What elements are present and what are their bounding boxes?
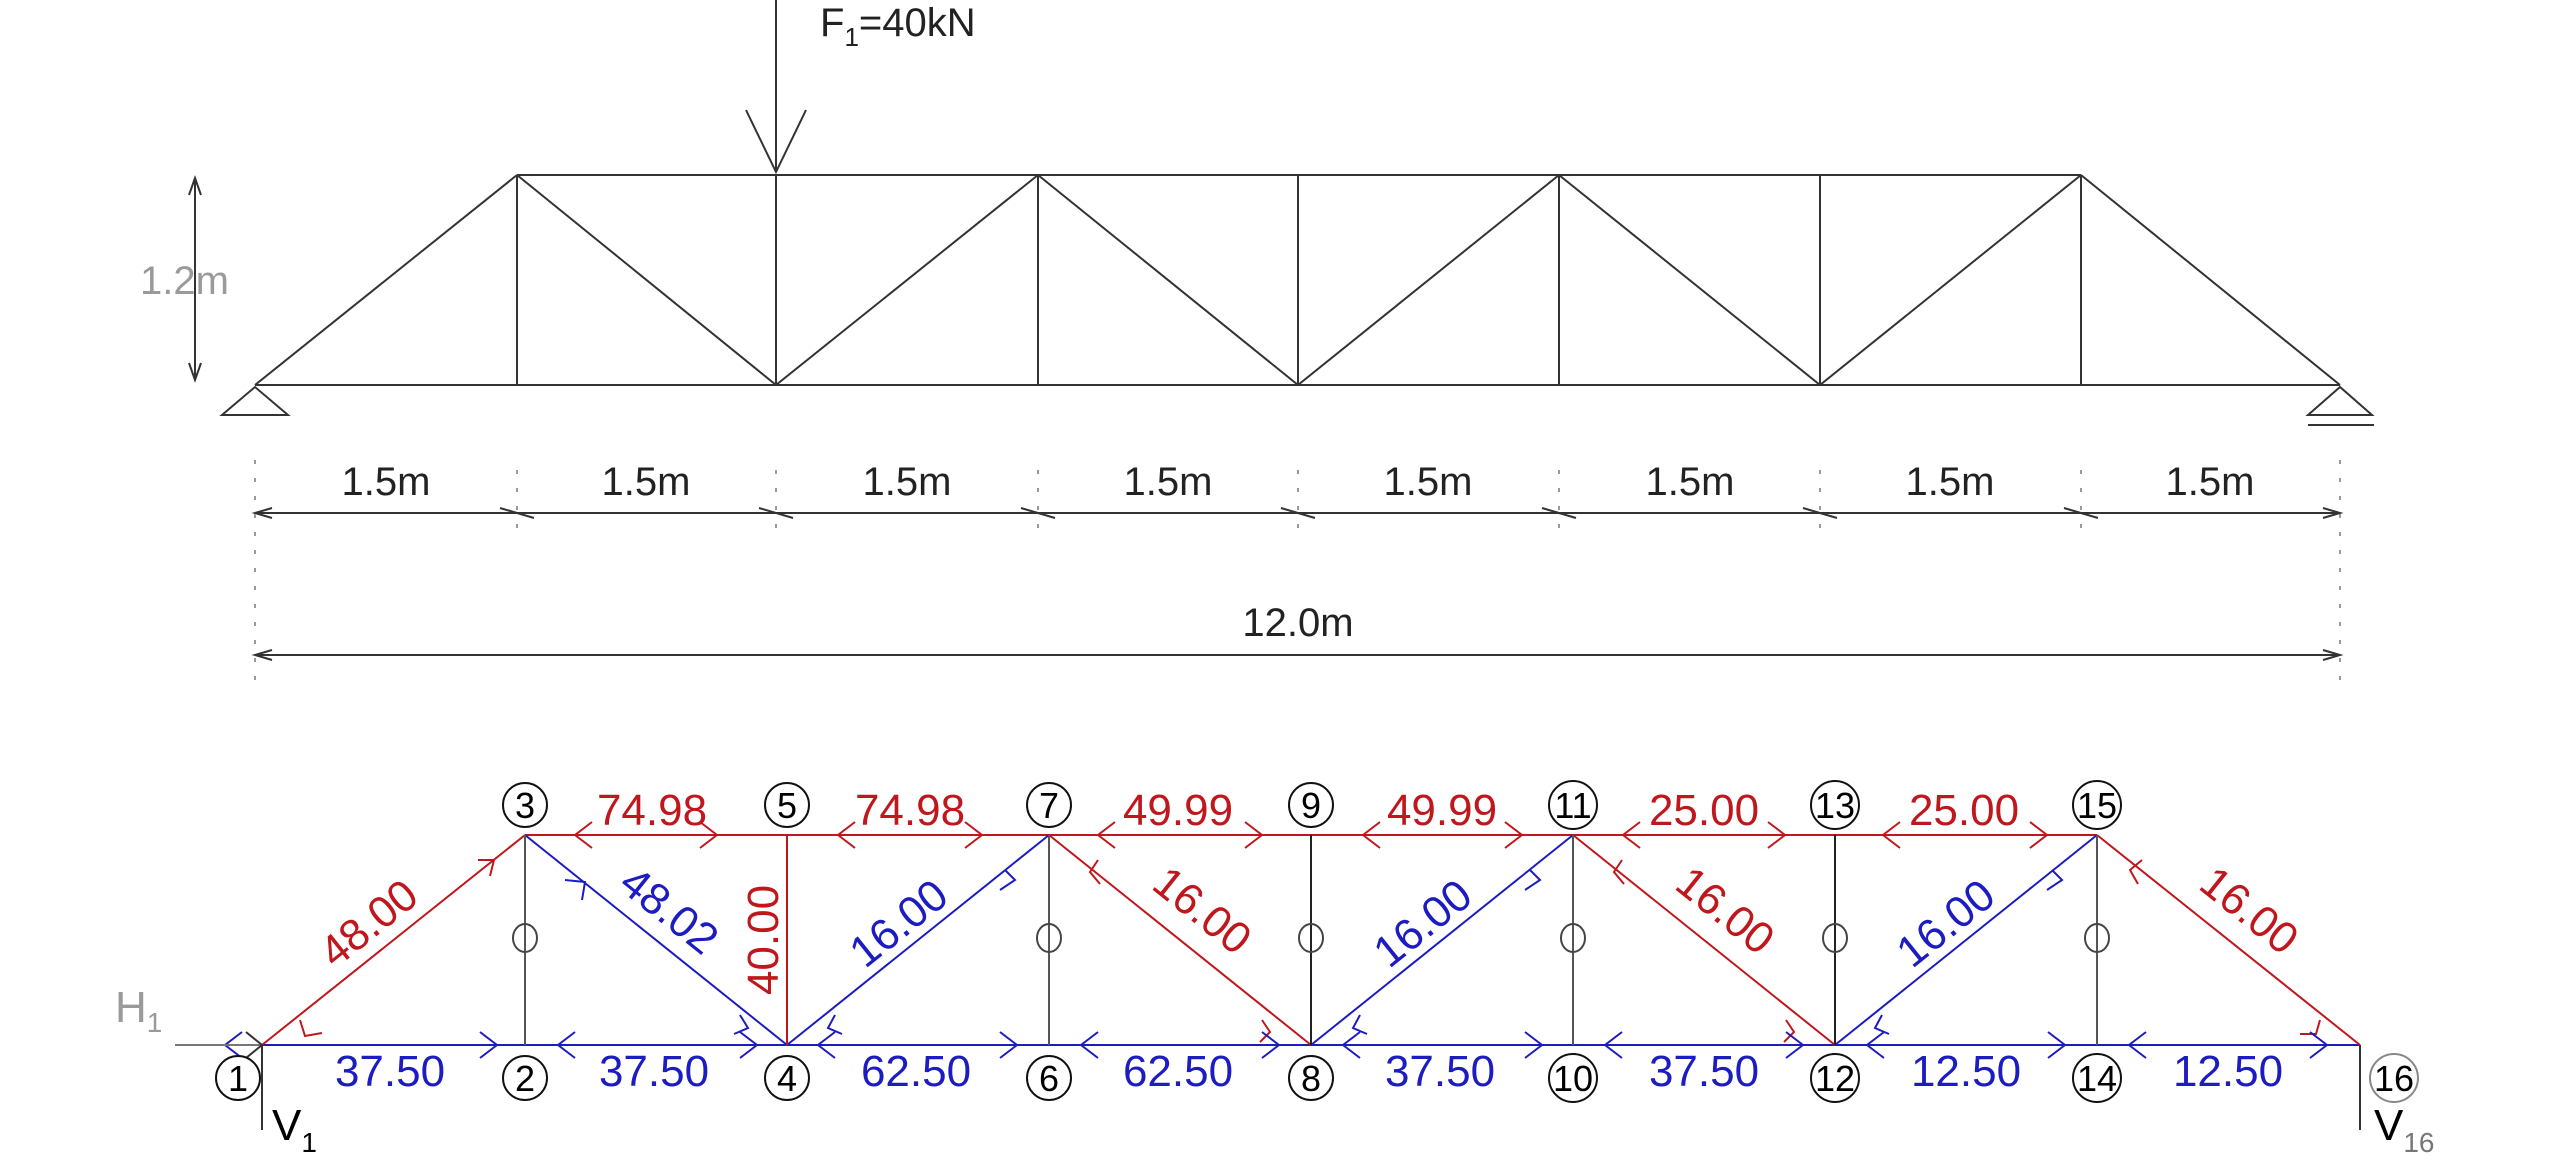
member-force-label: 48.02 (611, 857, 728, 964)
total-length-label: 12.0m (1242, 601, 1353, 645)
member-force-label: 16.00 (2191, 857, 2308, 964)
extension-lines (254, 460, 2341, 680)
node-label: 3 (515, 785, 535, 826)
diagonal-forces: 48.00 48.02 16.00 16.00 16.00 16.00 16.0… (311, 857, 2308, 977)
height-dimension (188, 174, 202, 384)
node-label: 14 (2077, 1058, 2117, 1099)
node-circles (215, 780, 2419, 1103)
reaction-v1-label: V1 (272, 1101, 317, 1158)
node-label: 7 (1039, 785, 1059, 826)
panel-label: 1.5m (602, 460, 691, 504)
panel-label: 1.5m (1384, 460, 1473, 504)
member-force-label: 25.00 (1649, 786, 1759, 835)
load-arrow (745, 0, 807, 175)
node-label: 16 (2374, 1058, 2414, 1099)
panel-label: 1.5m (1906, 460, 1995, 504)
reaction-arrows (175, 1031, 2361, 1130)
node-label: 12 (1815, 1058, 1855, 1099)
node-label: 2 (515, 1058, 535, 1099)
member-force-label: 49.99 (1123, 786, 1233, 835)
truss-geometry (254, 174, 2341, 386)
panel-dimension-labels: 1.5m 1.5m 1.5m 1.5m 1.5m 1.5m 1.5m 1.5m (342, 460, 2255, 504)
node-label: 6 (1039, 1058, 1059, 1099)
member-force-label: 12.50 (1911, 1047, 2021, 1096)
panel-dimension-line (251, 507, 2344, 519)
reaction-h1-label: H1 (115, 983, 162, 1038)
bottom-chord-forces: 37.50 37.50 62.50 62.50 37.50 37.50 12.5… (335, 1047, 2283, 1096)
reaction-v16-label: V16 (2374, 1101, 2435, 1158)
panel-label: 1.5m (1124, 460, 1213, 504)
panel-label: 1.5m (2166, 460, 2255, 504)
pin-support (219, 385, 291, 416)
member-force-label: 62.50 (861, 1047, 971, 1096)
node-label: 13 (1815, 785, 1855, 826)
member-force-label: 40.00 (739, 885, 788, 995)
node-label: 9 (1301, 785, 1321, 826)
force-truss-members (175, 834, 2361, 1046)
member-force-label: 74.98 (597, 786, 707, 835)
panel-label: 1.5m (342, 460, 431, 504)
load-label: F1=40kN (820, 1, 976, 52)
zero-force-markers (512, 923, 2110, 953)
top-chord-forces: 74.98 74.98 49.99 49.99 25.00 25.00 (597, 786, 2019, 835)
node-labels: 1 2 3 4 5 6 7 8 9 10 11 12 13 14 15 16 (228, 785, 2414, 1099)
roller-support (2305, 385, 2375, 426)
node-label: 8 (1301, 1058, 1321, 1099)
member-force-label: 12.50 (2173, 1047, 2283, 1096)
node-label: 15 (2077, 785, 2117, 826)
member-force-label: 25.00 (1909, 786, 2019, 835)
member-force-label: 74.98 (855, 786, 965, 835)
panel-label: 1.5m (863, 460, 952, 504)
panel-label: 1.5m (1646, 460, 1735, 504)
node-label: 11 (1554, 785, 1591, 826)
member-force-label: 49.99 (1387, 786, 1497, 835)
height-label: 1.2m (140, 259, 229, 303)
member-direction-markers (223, 821, 2329, 1059)
node-label: 1 (228, 1058, 248, 1099)
member-force-label: 37.50 (1385, 1047, 1495, 1096)
node-label: 5 (777, 785, 797, 826)
total-dimension-line (251, 649, 2344, 661)
member-force-label: 37.50 (599, 1047, 709, 1096)
member-force-label: 48.00 (311, 870, 428, 977)
node-label: 10 (1553, 1058, 1593, 1099)
member-force-label: 62.50 (1123, 1047, 1233, 1096)
member-force-label: 37.50 (1649, 1047, 1759, 1096)
node-label: 4 (777, 1058, 797, 1099)
member-force-label: 37.50 (335, 1047, 445, 1096)
member-force-label: 16.00 (1667, 857, 1784, 964)
member-force-label: 16.00 (1144, 857, 1261, 964)
